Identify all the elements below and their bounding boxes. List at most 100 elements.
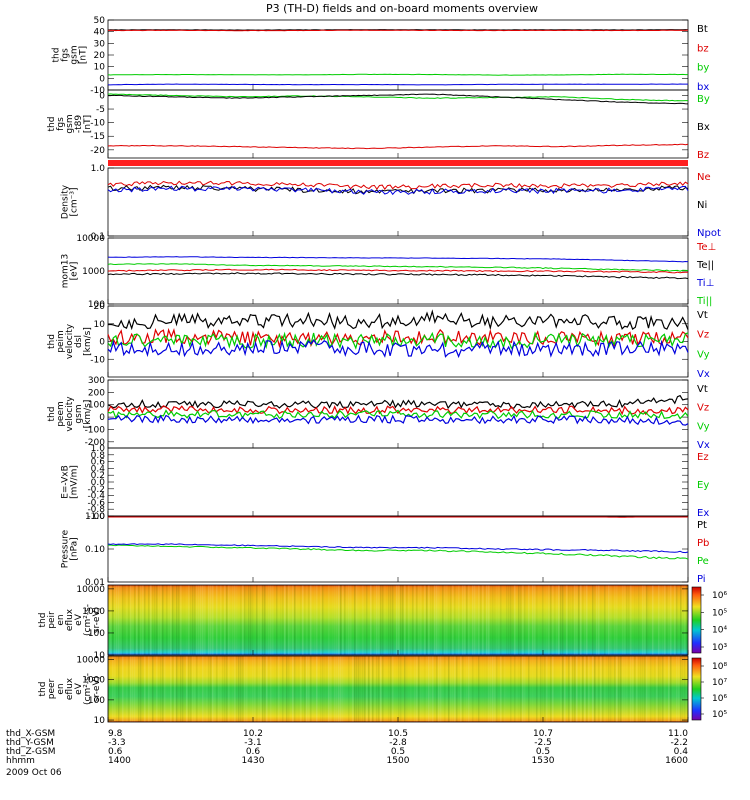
panel-p7: 1.00.80.60.40.20.0-0.2-0.4-0.6-0.8-1.0 E=… <box>61 444 710 522</box>
series-line-p6 <box>107 405 689 416</box>
legend-entry: Ni <box>697 200 707 211</box>
y-axis-label-line: fgs <box>61 48 71 62</box>
x-tick-value: 10.5 <box>388 729 408 739</box>
legend-entry: Bx <box>697 122 710 133</box>
y-axis-label-line: thd <box>52 48 62 63</box>
y-axis-label-line: [km/s] <box>83 327 93 356</box>
legend-entry: by <box>697 63 709 74</box>
y-axis-label-line: thd <box>47 334 57 349</box>
y-axis-label-line: eflux <box>65 608 75 631</box>
y-tick-label: 0.6 <box>91 458 106 468</box>
colorbar-tick: 10³ <box>712 643 727 653</box>
y-tick-label: 0.10 <box>85 545 105 555</box>
y-tick-label: 50 <box>94 16 106 26</box>
panel-frame <box>107 167 689 237</box>
y-tick-label: 1.00 <box>85 512 105 522</box>
legend-entry: Ti|| <box>696 296 712 307</box>
legend-entry: Vz <box>697 403 709 414</box>
y-tick-label: -10 <box>90 355 105 365</box>
legend-entry: bz <box>697 43 709 54</box>
y-tick-label: -15 <box>90 132 105 142</box>
y-axis-label-line: gsm <box>70 45 80 64</box>
y-tick-label: 1.0 <box>91 444 106 454</box>
y-tick-label: 10 <box>94 716 106 726</box>
y-tick-label: -0.4 <box>87 492 105 502</box>
separator-band <box>108 160 688 166</box>
y-tick-label: -0.8 <box>87 505 105 515</box>
series-line-p1 <box>108 83 688 86</box>
series-line-p4 <box>107 256 689 263</box>
y-tick-label: -100 <box>85 425 106 435</box>
y-axis-label-line: velocity <box>65 323 75 359</box>
colorbar-tick: 10⁵ <box>712 608 727 618</box>
x-tick-value: -2.8 <box>389 738 407 748</box>
y-axis-label-line: (cm²-s- <box>83 604 93 636</box>
y-tick-label: 300 <box>88 376 105 386</box>
series-line-p6 <box>107 394 689 410</box>
x-row-label: thd_Z-GSM <box>6 747 55 757</box>
y-tick-label: -0.6 <box>87 498 105 508</box>
x-tick-value: 1600 <box>665 756 688 766</box>
y-tick-label: 1000 <box>82 607 105 617</box>
panel-frame <box>107 515 689 583</box>
y-tick-label: 1000 <box>82 676 105 686</box>
legend-entry: Te⊥ <box>696 242 716 253</box>
y-axis-label-line: [km/s] <box>83 400 93 429</box>
legend-entry: Bt <box>697 24 708 35</box>
x-tick-value: 10.2 <box>243 729 263 739</box>
y-tick-label: 0.8 <box>91 451 106 461</box>
legend-entry: Vz <box>697 330 709 341</box>
colorbar-tick: 10⁵ <box>712 710 727 720</box>
y-tick-label: 20 <box>94 51 106 61</box>
y-axis-label-line: peim <box>56 330 66 353</box>
x-tick-value: 11.0 <box>668 729 688 739</box>
legend-entry: Ey <box>697 480 709 491</box>
y-axis-label-line: peem <box>56 401 66 427</box>
y-tick-label: -10 <box>90 119 105 129</box>
y-axis-label-line: dsl <box>74 335 84 348</box>
colorbar-tick: 10⁶ <box>712 591 727 601</box>
x-tick-value: 1400 <box>108 756 131 766</box>
y-tick-label: 10 <box>94 63 106 73</box>
colorbar-tick: 10⁸ <box>712 662 727 672</box>
y-tick-label: -10 <box>90 86 105 96</box>
x-tick-value: 1500 <box>387 756 410 766</box>
series-line-p5 <box>107 339 689 359</box>
y-tick-label: 1.0 <box>91 164 106 174</box>
x-row-label: thd_Y-GSM <box>6 738 54 748</box>
y-tick-label: 0.4 <box>91 464 106 474</box>
chart-title: P3 (TH-D) fields and on-board moments ov… <box>266 2 538 15</box>
panel-p2: 0 -5 -10 -15 -20 thd fgs gsm -t89 [nT] By Bx Bz <box>47 89 710 161</box>
y-tick-label: 0.01 <box>85 578 105 588</box>
y-tick-label: 10 <box>94 320 106 330</box>
y-axis-label-line: [nT] <box>79 46 89 64</box>
legend-entry: Vx <box>697 369 710 380</box>
series-line-p2 <box>107 143 689 150</box>
y-tick-label: 100 <box>88 696 105 706</box>
legend-entry: Vt <box>697 384 708 395</box>
legend-entry: Te|| <box>696 260 714 271</box>
y-tick-label: 0 <box>99 74 105 84</box>
series-line-p2 <box>108 93 689 105</box>
x-tick-value: 1530 <box>532 756 555 766</box>
series-line-p4 <box>107 263 689 272</box>
y-axis-label-line: peir <box>47 611 57 629</box>
legend-entry: By <box>697 94 710 105</box>
y-tick-label: 100 <box>88 401 105 411</box>
legend-entry: Vx <box>697 440 710 451</box>
y-axis-label-line: sr-eV) <box>92 607 102 633</box>
y-axis-label-line: -t89 <box>74 115 84 134</box>
legend-entry: Ne <box>697 172 711 183</box>
y-tick-label: 0.2 <box>91 471 105 481</box>
panel-p3: 1.0 0.1 Density [cm⁻³] Ne Ni Npot <box>61 164 721 242</box>
colorbar-p9 <box>691 586 702 654</box>
y-axis-label-line: en <box>56 614 66 625</box>
date-label: 2009 Oct 06 <box>6 768 62 778</box>
y-axis-label-line: fgs <box>56 117 66 131</box>
series-line-p1 <box>107 73 688 76</box>
y-axis-label-line: E=-VxB <box>61 465 71 499</box>
x-tick-value: -2.2 <box>670 738 688 748</box>
